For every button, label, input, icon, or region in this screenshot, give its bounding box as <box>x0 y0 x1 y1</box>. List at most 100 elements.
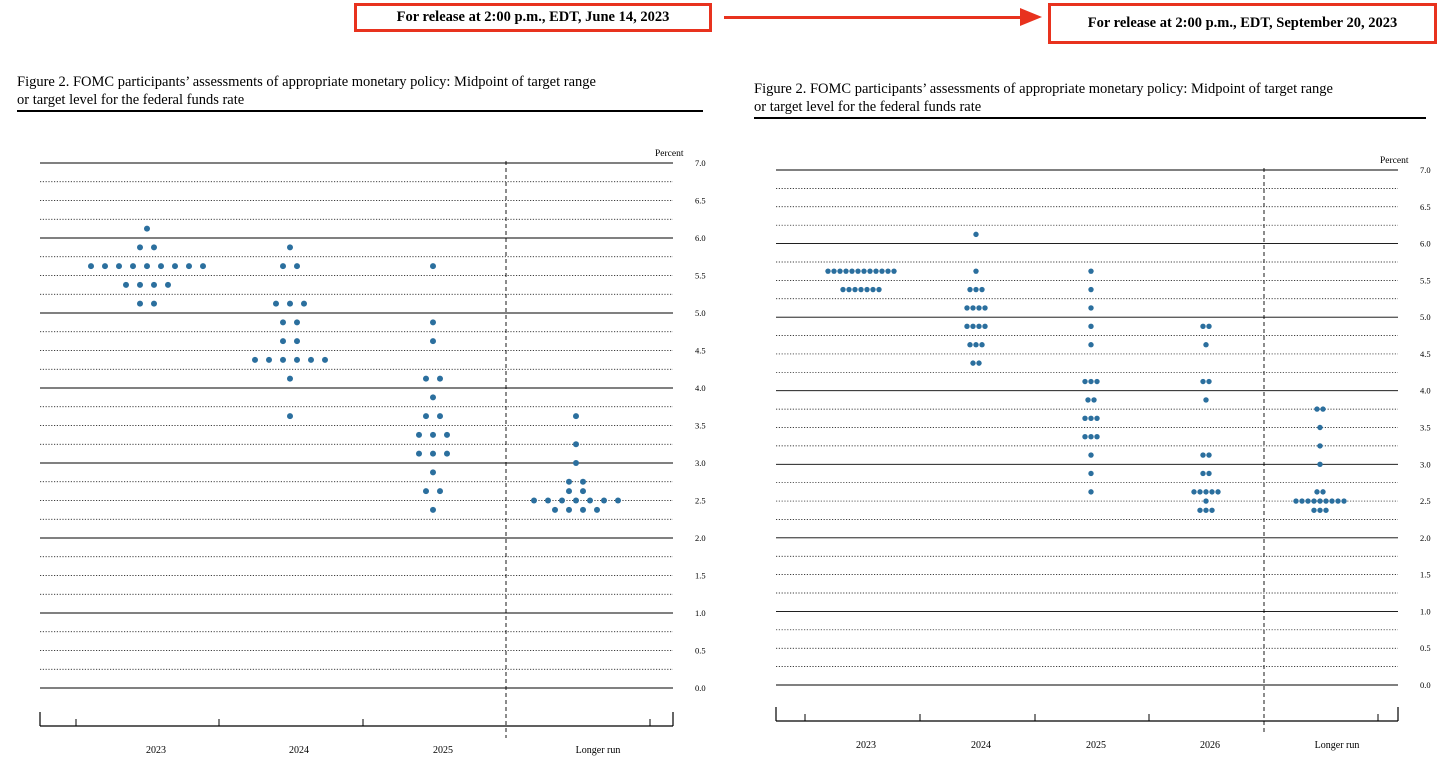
dot-2024 <box>979 342 985 348</box>
dot-longer-run <box>1305 498 1311 504</box>
dot-2025 <box>1082 433 1088 440</box>
dot-2023 <box>144 225 150 232</box>
dot-longer-run <box>1317 443 1323 449</box>
dot-2023 <box>837 268 843 274</box>
dot-longer-run <box>615 497 621 504</box>
dot-2023 <box>88 263 94 270</box>
y-tick-label: 1.5 <box>1420 570 1431 580</box>
dot-2025 <box>1088 489 1094 495</box>
dot-2023 <box>165 281 171 288</box>
y-tick-label: 4.5 <box>1420 349 1431 359</box>
dot-longer-run <box>1323 498 1329 504</box>
x-category-label: 2025 <box>1086 740 1106 751</box>
dot-2025 <box>1088 286 1094 293</box>
dot-2023 <box>858 286 864 293</box>
y-tick-label: 6.5 <box>695 196 706 206</box>
dot-longer-run <box>1293 498 1299 504</box>
dot-2024 <box>280 356 286 363</box>
dot-2024 <box>982 323 988 330</box>
dot-2023 <box>102 263 108 270</box>
y-tick-label: 0.0 <box>695 683 706 693</box>
dot-2024 <box>970 323 976 330</box>
dot-2025 <box>1088 305 1094 311</box>
dot-2025 <box>1088 268 1094 274</box>
y-tick-label: 2.0 <box>1420 533 1431 543</box>
dot-2023 <box>200 263 206 270</box>
dot-2023 <box>840 286 846 293</box>
dot-2025 <box>1091 397 1097 403</box>
dot-2023 <box>151 281 157 288</box>
y-tick-label: 0.5 <box>695 646 706 656</box>
dot-2024 <box>287 413 293 420</box>
y-tick-label: 2.5 <box>1420 496 1431 506</box>
chart-body: 0.0 0.5 1.0 1.5 2.0 2.5 3.0 3.5 4.0 4.5 5.0 5.5 6.0 6… <box>775 156 1431 751</box>
dot-2024 <box>967 342 973 348</box>
dot-2026 <box>1197 489 1203 495</box>
dot-2025 <box>444 450 450 457</box>
dot-2026 <box>1206 452 1212 458</box>
x-category-label: 2024 <box>971 740 991 751</box>
dot-2024 <box>970 360 976 366</box>
dot-longer-run <box>1335 498 1341 504</box>
dot-longer-run <box>1314 489 1320 495</box>
dot-2026 <box>1203 489 1209 495</box>
dot-longer-run <box>1317 498 1323 504</box>
dot-2024 <box>294 319 300 326</box>
y-tick-label: 5.5 <box>695 271 706 281</box>
dot-2024 <box>973 342 979 348</box>
y-axis-label: Percent <box>1380 156 1409 166</box>
release-label-left: For release at 2:00 p.m., EDT, June 14, … <box>396 9 670 25</box>
dot-2023 <box>852 286 858 293</box>
dot-longer-run <box>573 413 579 420</box>
dot-2023 <box>172 263 178 270</box>
dot-2025 <box>430 338 436 345</box>
x-category-label: 2023 <box>856 740 876 751</box>
dot-2025 <box>416 431 422 438</box>
dot-2024 <box>964 305 970 311</box>
dot-longer-run <box>545 497 551 504</box>
y-tick-label: 4.0 <box>1420 386 1431 396</box>
dot-2024 <box>294 356 300 363</box>
dot-2024 <box>287 300 293 307</box>
dot-2024 <box>973 286 979 293</box>
dot-2025 <box>444 431 450 438</box>
dot-2023 <box>825 268 831 274</box>
dot-longer-run <box>531 497 537 504</box>
y-tick-label: 3.5 <box>1420 423 1431 433</box>
y-axis-label: Percent <box>655 149 684 159</box>
dot-2023 <box>137 300 143 307</box>
dot-2025 <box>1082 415 1088 422</box>
dot-longer-run <box>587 497 593 504</box>
dot-2024 <box>301 300 307 307</box>
figure-title-june: Figure 2. FOMC participants’ assessments… <box>17 73 596 109</box>
dot-2024 <box>970 305 976 311</box>
chart-body: 0.0 0.5 1.0 1.5 2.0 2.5 3.0 3.5 4.0 4.5 5.0 5.5 6.0 6… <box>39 149 706 756</box>
dot-2025 <box>1088 433 1094 440</box>
release-date-september-2023: For release at 2:00 p.m., EDT, September… <box>1048 3 1437 44</box>
dot-2023 <box>867 268 873 274</box>
dot-2026 <box>1209 507 1215 513</box>
dot-2025 <box>1088 342 1094 348</box>
dot-2025 <box>1088 323 1094 330</box>
dot-2023 <box>885 268 891 274</box>
x-category-label: Longer run <box>576 745 621 756</box>
x-category-label: 2025 <box>433 745 453 756</box>
title-rule-left <box>17 110 703 112</box>
dot-2024 <box>280 263 286 270</box>
x-category-label: 2024 <box>289 745 309 756</box>
dot-2023 <box>831 268 837 274</box>
y-tick-label: 5.0 <box>1420 312 1431 322</box>
dot-2025 <box>1094 378 1100 385</box>
y-tick-label: 7.0 <box>695 158 706 168</box>
dot-2023 <box>151 300 157 307</box>
dot-2026 <box>1206 470 1212 477</box>
x-category-label: 2026 <box>1200 740 1220 751</box>
y-tick-label: 2.5 <box>695 496 706 506</box>
dot-2026 <box>1200 323 1206 330</box>
dot-longer-run <box>552 506 558 513</box>
dot-2024 <box>982 305 988 311</box>
dot-2025 <box>1085 397 1091 403</box>
dot-longer-run <box>566 478 572 485</box>
dot-longer-run <box>1329 498 1335 504</box>
